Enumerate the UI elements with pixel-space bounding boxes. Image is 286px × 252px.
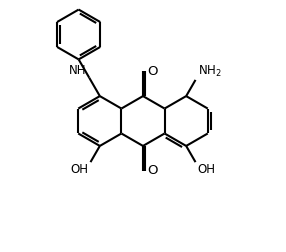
Text: OH: OH	[198, 163, 216, 176]
Text: O: O	[148, 65, 158, 78]
Text: NH: NH	[69, 64, 86, 77]
Text: O: O	[148, 164, 158, 177]
Text: NH$_2$: NH$_2$	[198, 64, 221, 79]
Text: OH: OH	[70, 163, 88, 176]
